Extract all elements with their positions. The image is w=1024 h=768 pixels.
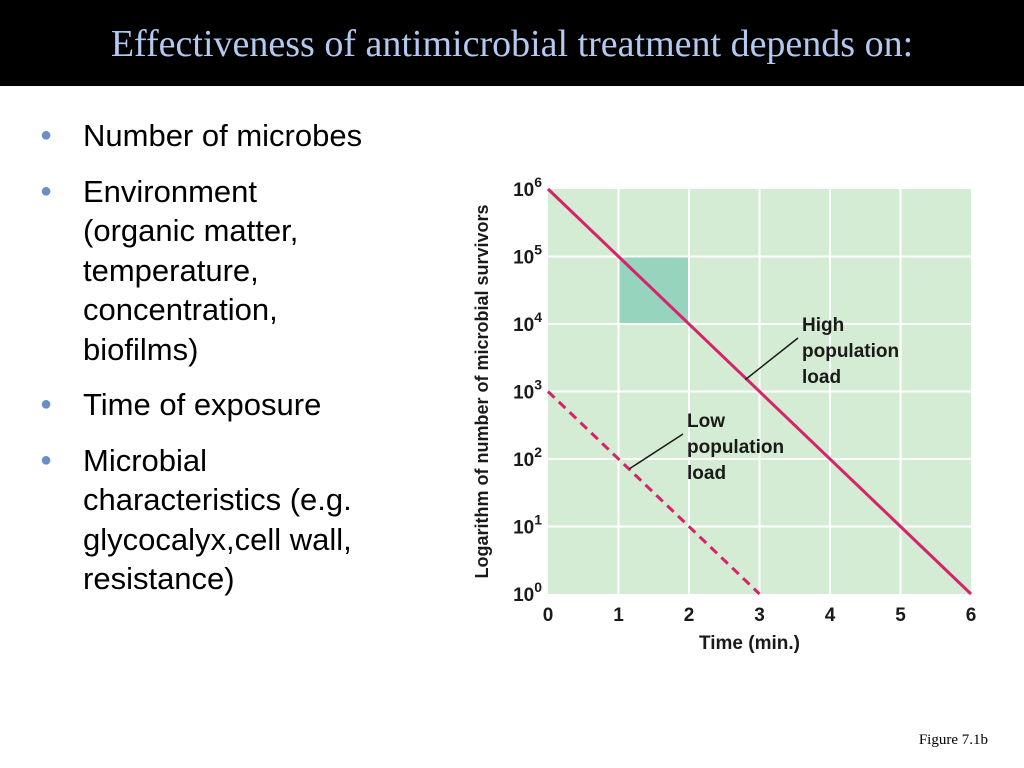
y-axis-label: Logarithm of number of microbial survivo… <box>472 204 492 578</box>
bullet-line: biofilms) <box>83 331 199 367</box>
annotation-label: load <box>802 367 841 388</box>
bullet-line: Time of exposure <box>83 387 322 422</box>
annotation-label: Low <box>687 411 725 432</box>
annotation-label: load <box>687 463 726 484</box>
x-tick-label: 0 <box>543 605 554 626</box>
bullet-line: characteristics (e.g. <box>83 482 352 517</box>
bullet-line: Number of microbes <box>83 118 363 153</box>
bullet-dot-icon: ● <box>40 393 53 415</box>
x-tick-label: 2 <box>684 605 695 626</box>
series-line-high-population-load <box>546 187 973 596</box>
bullet-line: resistance) <box>83 561 235 596</box>
bullet-item-microbial-characteristics: ● Microbial characteristics (e.g. glycoc… <box>40 441 440 599</box>
y-tick-label: 100 <box>513 579 542 606</box>
annotation-label: population <box>802 341 899 362</box>
figure-caption: Figure 7.1b <box>918 732 988 748</box>
y-tick-label: 106 <box>513 174 542 201</box>
title-bar <box>0 0 1024 86</box>
bullet-dot-icon: ● <box>40 124 53 146</box>
annotation-leader-line <box>628 433 684 470</box>
series-line-low-population-load <box>546 390 761 596</box>
bullet-item-time-of-exposure: ● Time of exposure <box>40 385 440 425</box>
x-tick-label: 5 <box>895 605 906 626</box>
annotation-label: population <box>687 437 784 458</box>
y-tick-label: 101 <box>513 512 542 539</box>
x-tick-label: 1 <box>613 605 624 626</box>
y-tick-label: 104 <box>513 309 542 336</box>
bullet-item-environment: ● Environment (organic matter, temperatu… <box>40 172 440 370</box>
bullet-dot-icon: ● <box>40 179 53 202</box>
y-tick-label: 105 <box>513 242 542 269</box>
survivor-curve-chart: High population load Low population load 0 1 2 3 4… <box>472 174 977 654</box>
slide-title: Effectiveness of antimicrobial treatment… <box>110 23 914 65</box>
bullet-list: ● Number of microbes ● Environment (orga… <box>40 116 440 615</box>
y-tick-label: 103 <box>513 377 542 404</box>
bullet-line: (organic matter, <box>83 213 299 248</box>
bullet-line: glycocalyx,cell wall, <box>83 521 352 557</box>
bullet-item-number-of-microbes: ● Number of microbes <box>40 116 440 156</box>
bullet-line: Environment <box>83 173 258 209</box>
x-axis-label: Time (min.) <box>699 633 800 654</box>
bullet-line: Microbial <box>83 442 208 478</box>
x-tick-label: 4 <box>825 605 836 626</box>
bullet-dot-icon: ● <box>40 448 53 471</box>
annotation-leader-line <box>744 337 799 381</box>
bullet-line: concentration, <box>83 292 278 327</box>
x-tick-label: 6 <box>966 605 977 626</box>
bullet-line: temperature, <box>83 252 259 288</box>
annotation-label: High <box>802 315 844 336</box>
x-tick-label: 3 <box>754 605 765 626</box>
y-tick-label: 102 <box>513 444 542 471</box>
